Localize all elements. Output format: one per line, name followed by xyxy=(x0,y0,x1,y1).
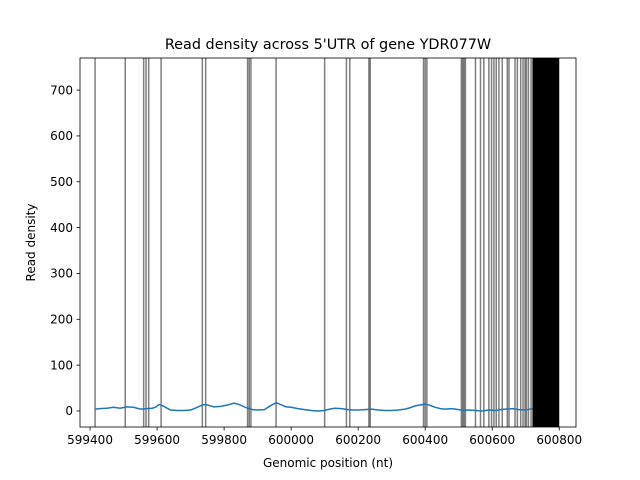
x-tick-label: 600400 xyxy=(402,433,448,447)
y-axis-ticks: 0 100 200 300 400 500 600 700 xyxy=(50,83,80,418)
y-tick-label: 500 xyxy=(50,175,73,189)
y-tick-label: 400 xyxy=(50,221,73,235)
x-tick-label: 600800 xyxy=(536,433,582,447)
x-tick-label: 600000 xyxy=(268,433,314,447)
x-tick-label: 599600 xyxy=(134,433,180,447)
x-axis-ticks: 599400 599600 599800 600000 600200 600400 6006… xyxy=(67,427,582,447)
x-axis-label: Genomic position (nt) xyxy=(263,456,393,470)
y-axis-label: Read density xyxy=(24,204,38,282)
y-tick-label: 300 xyxy=(50,267,73,281)
y-tick-label: 600 xyxy=(50,129,73,143)
y-tick-label: 0 xyxy=(65,404,73,418)
y-tick-label: 200 xyxy=(50,312,73,326)
chart-title: Read density across 5'UTR of gene YDR077… xyxy=(165,37,491,53)
axes-frame xyxy=(79,57,577,428)
y-tick-label: 100 xyxy=(50,358,73,372)
x-tick-label: 599800 xyxy=(201,433,247,447)
plot-area xyxy=(79,57,577,428)
vline-dense-band xyxy=(532,58,560,427)
x-tick-label: 599400 xyxy=(67,433,113,447)
y-tick-label: 700 xyxy=(50,83,73,97)
vline-markers xyxy=(94,58,560,427)
series-layer xyxy=(95,401,533,412)
x-tick-label: 600200 xyxy=(335,433,381,447)
series-line-0 xyxy=(95,401,533,412)
x-tick-label: 600600 xyxy=(469,433,515,447)
